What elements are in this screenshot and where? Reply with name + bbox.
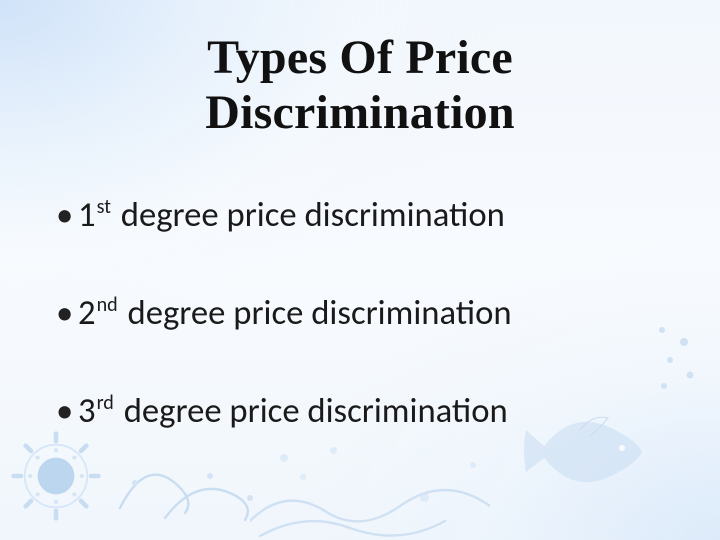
bubble-icon bbox=[420, 493, 429, 502]
bubble-icon bbox=[470, 462, 476, 468]
ordinal-suffix: st bbox=[97, 195, 111, 219]
bullet-text: degree price discrimination bbox=[116, 390, 508, 432]
bubble-icon bbox=[300, 474, 306, 480]
ordinal-suffix: rd bbox=[97, 391, 114, 415]
bullet-text: degree price discrimination bbox=[113, 194, 505, 236]
list-item: 3rd degree price discrimination bbox=[52, 392, 668, 432]
slide: Types Of Price Discrimination 1st degree… bbox=[0, 0, 720, 540]
ordinal-number: 2 bbox=[78, 292, 96, 334]
list-item: 2nd degree price discrimination bbox=[52, 294, 668, 334]
ordinal-number: 1 bbox=[78, 194, 96, 236]
ordinal-number: 3 bbox=[78, 390, 96, 432]
list-item: 1st degree price discrimination bbox=[52, 196, 668, 236]
slide-title: Types Of Price Discrimination bbox=[52, 30, 668, 140]
ordinal-suffix: nd bbox=[97, 293, 118, 317]
bullet-text: degree price discrimination bbox=[120, 292, 512, 334]
bubble-icon bbox=[280, 454, 288, 462]
bullet-list: 1st degree price discrimination 2nd degr… bbox=[52, 196, 668, 432]
bubble-icon bbox=[330, 447, 337, 454]
